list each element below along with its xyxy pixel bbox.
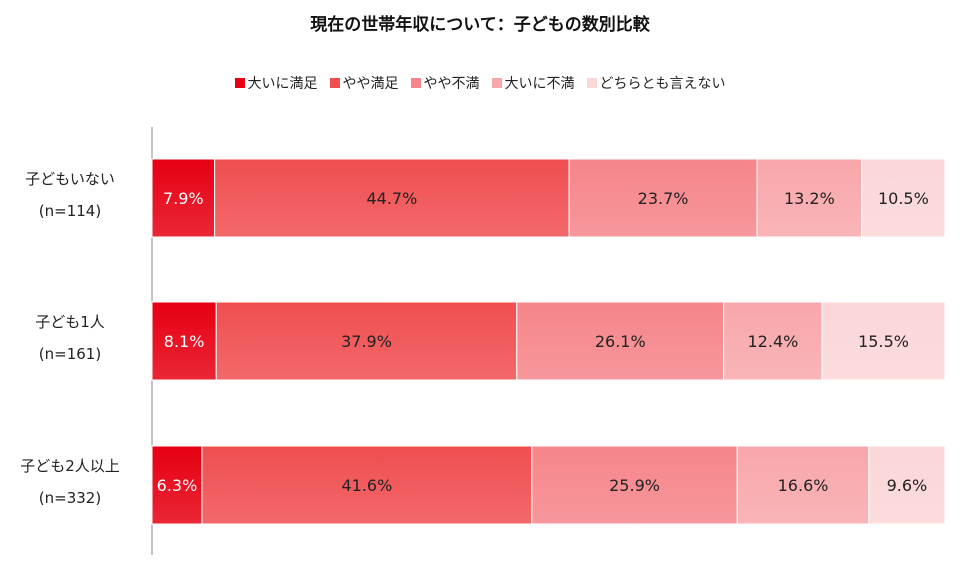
category-label: 子どもいない — [25, 170, 115, 188]
bar-segment — [214, 158, 570, 238]
bar-segment — [723, 301, 823, 381]
bar-segment — [736, 445, 870, 525]
category-n-label: (n=332) — [39, 489, 101, 507]
data-label: 15.5% — [858, 332, 909, 351]
data-label: 25.9% — [609, 476, 660, 495]
chart-title: 現在の世帯年収について：子どもの数別比較 — [310, 15, 650, 35]
data-label: 9.6% — [887, 476, 928, 495]
data-label: 7.9% — [163, 189, 204, 208]
legend-item: やや満足 — [329, 73, 399, 93]
data-label: 10.5% — [878, 189, 929, 208]
data-label: 16.6% — [778, 476, 829, 495]
category-label: 子ども1人 — [35, 313, 105, 331]
legend-swatch — [586, 78, 597, 88]
data-label: 8.1% — [164, 332, 205, 351]
bar-segment — [861, 158, 946, 238]
data-label: 26.1% — [595, 332, 646, 351]
legend-label: 大いに不満 — [504, 76, 575, 92]
legend-swatch — [234, 78, 245, 88]
legend-swatch — [410, 78, 421, 88]
legend-label: 大いに満足 — [247, 76, 318, 92]
category-label: 子ども2人以上 — [20, 457, 120, 475]
bar-segment — [568, 158, 758, 238]
category-n-label: (n=114) — [39, 202, 101, 220]
bar-segment — [151, 445, 203, 525]
legend-label: やや不満 — [423, 76, 480, 92]
bar-segment — [821, 301, 946, 381]
legend-item: 大いに満足 — [234, 73, 318, 93]
data-label: 41.6% — [341, 476, 392, 495]
category-n-label: (n=161) — [39, 345, 101, 363]
legend-label: やや満足 — [342, 76, 399, 92]
data-label: 37.9% — [341, 332, 392, 351]
bar-segment — [868, 445, 946, 525]
bar-segment — [201, 445, 533, 525]
data-label: 44.7% — [366, 189, 417, 208]
data-label: 12.4% — [748, 332, 799, 351]
bar-segment — [215, 301, 518, 381]
data-label: 23.7% — [638, 189, 689, 208]
data-label: 13.2% — [784, 189, 835, 208]
data-label: 6.3% — [157, 476, 198, 495]
legend-item: 大いに不満 — [491, 73, 575, 93]
bar-segment — [756, 158, 863, 238]
legend-item: やや不満 — [410, 73, 480, 93]
bar-segment — [516, 301, 725, 381]
bar-segment — [151, 158, 216, 238]
legend-swatch — [329, 78, 340, 88]
legend: 大いに満足 やや満足 やや不満 大いに不満 どちらとも言えない — [0, 72, 960, 94]
legend-item: どちらとも言えない — [586, 73, 726, 93]
legend-label: どちらとも言えない — [599, 76, 726, 92]
legend-swatch — [491, 78, 502, 88]
